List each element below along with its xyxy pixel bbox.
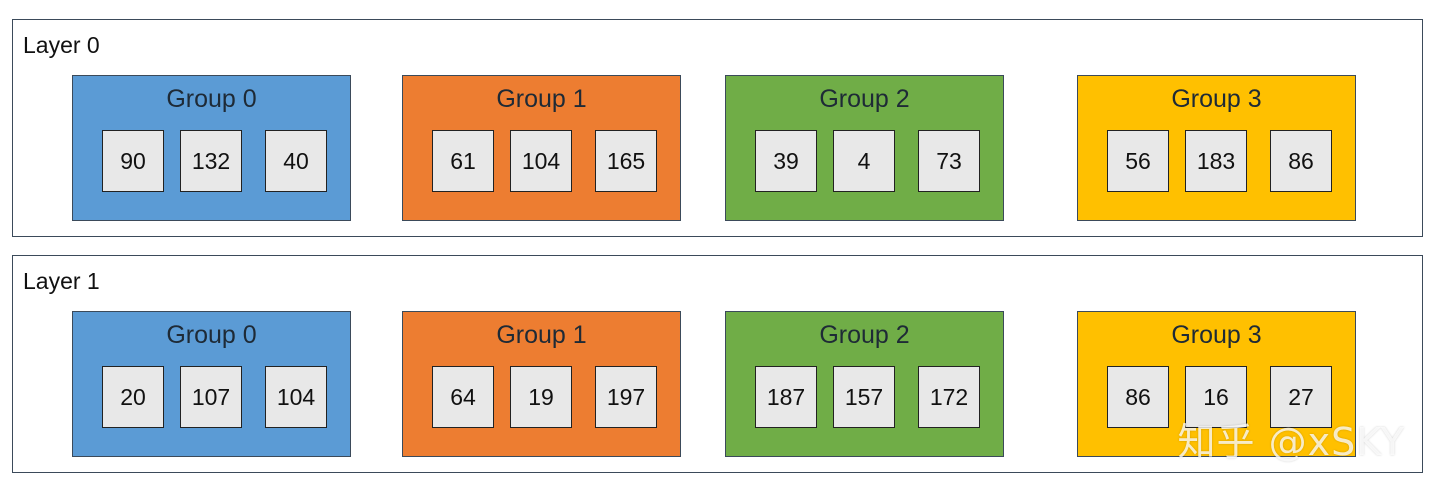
value-cell: 56 <box>1107 130 1169 192</box>
group-title: Group 0 <box>166 85 257 113</box>
layer-0-group-0: Group 0 90 132 40 <box>72 75 351 221</box>
value-cell: 187 <box>755 366 817 428</box>
value-cell: 73 <box>918 130 980 192</box>
value-cell: 16 <box>1185 366 1247 428</box>
value-cell: 20 <box>102 366 164 428</box>
layer-title: Layer 0 <box>23 32 100 58</box>
group-title: Group 3 <box>1171 85 1262 113</box>
layer-title: Layer 1 <box>23 268 100 294</box>
value-cell: 172 <box>918 366 980 428</box>
layer-0-group-1: Group 1 61 104 165 <box>402 75 681 221</box>
value-cell: 90 <box>102 130 164 192</box>
value-cell: 183 <box>1185 130 1247 192</box>
value-cell: 104 <box>265 366 327 428</box>
layer-0-group-3: Group 3 56 183 86 <box>1077 75 1356 221</box>
layer-1-group-3: Group 3 86 16 27 <box>1077 311 1356 457</box>
value-cell: 19 <box>510 366 572 428</box>
layer-0-panel: Layer 0 Group 0 90 132 40 Group 1 61 104… <box>12 19 1423 237</box>
value-cell: 86 <box>1107 366 1169 428</box>
layer-1-group-1: Group 1 64 19 197 <box>402 311 681 457</box>
layer-1-panel: Layer 1 Group 0 20 107 104 Group 1 64 19… <box>12 255 1423 473</box>
value-cell: 86 <box>1270 130 1332 192</box>
layer-1-group-2: Group 2 187 157 172 <box>725 311 1004 457</box>
layer-0-group-2: Group 2 39 4 73 <box>725 75 1004 221</box>
value-cell: 39 <box>755 130 817 192</box>
value-cell: 64 <box>432 366 494 428</box>
value-cell: 132 <box>180 130 242 192</box>
layer-1-group-0: Group 0 20 107 104 <box>72 311 351 457</box>
group-title: Group 0 <box>166 321 257 349</box>
value-cell: 4 <box>833 130 895 192</box>
group-title: Group 3 <box>1171 321 1262 349</box>
value-cell: 165 <box>595 130 657 192</box>
value-cell: 197 <box>595 366 657 428</box>
value-cell: 157 <box>833 366 895 428</box>
group-title: Group 2 <box>819 85 910 113</box>
value-cell: 107 <box>180 366 242 428</box>
group-title: Group 1 <box>496 85 587 113</box>
value-cell: 104 <box>510 130 572 192</box>
group-title: Group 2 <box>819 321 910 349</box>
group-title: Group 1 <box>496 321 587 349</box>
value-cell: 61 <box>432 130 494 192</box>
value-cell: 40 <box>265 130 327 192</box>
value-cell: 27 <box>1270 366 1332 428</box>
